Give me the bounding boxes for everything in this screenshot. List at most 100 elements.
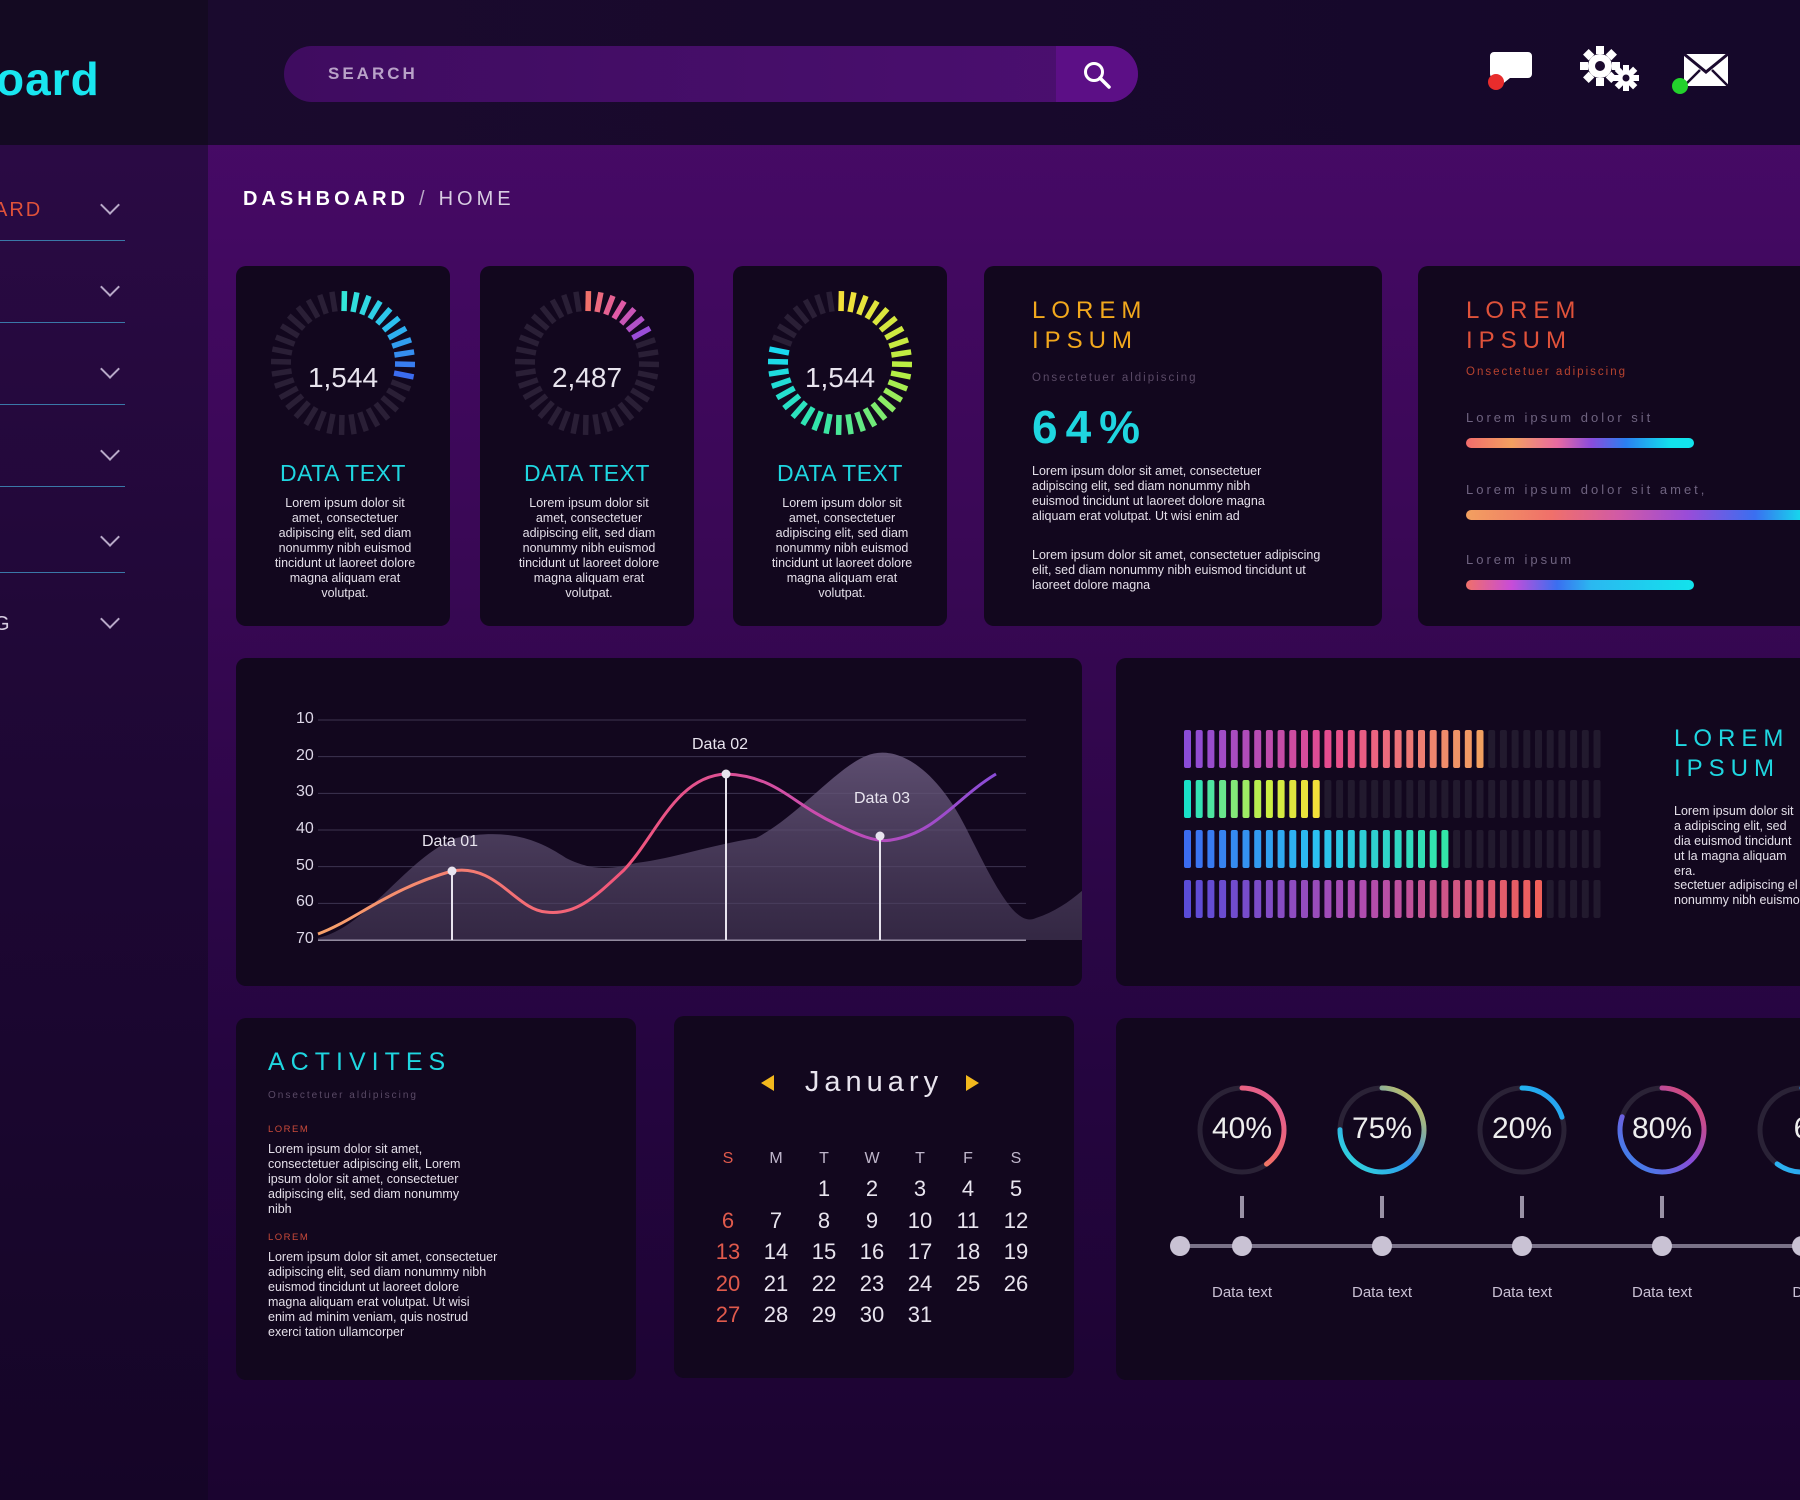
equalizer-bar-filled bbox=[1312, 830, 1320, 868]
equalizer-bar-empty bbox=[1488, 730, 1496, 768]
weekday-header: S bbox=[722, 1150, 734, 1167]
calendar-day[interactable]: 17 bbox=[907, 1239, 933, 1264]
next-month-button[interactable] bbox=[964, 1074, 980, 1092]
calendar-day[interactable]: 4 bbox=[961, 1176, 975, 1201]
calendar-day[interactable]: 12 bbox=[1003, 1207, 1029, 1233]
calendar-day[interactable]: 31 bbox=[907, 1302, 933, 1327]
settings-button[interactable] bbox=[1578, 44, 1642, 94]
gauge-segment-empty bbox=[329, 291, 338, 313]
gauge-segment-filled bbox=[768, 368, 790, 377]
timeline-node bbox=[1792, 1236, 1800, 1256]
weekday-header: M bbox=[769, 1150, 783, 1167]
stat-card-paragraph-1: Lorem ipsum dolor sit amet, consectetuer… bbox=[1032, 464, 1265, 523]
equalizer-bar-filled bbox=[1312, 880, 1320, 918]
calendar-day[interactable]: 25 bbox=[955, 1270, 981, 1296]
equalizer-bar-filled bbox=[1265, 830, 1273, 868]
calendar-day[interactable]: 28 bbox=[763, 1302, 789, 1327]
equalizer-bar-filled bbox=[1301, 880, 1308, 918]
chat-button[interactable] bbox=[1488, 50, 1534, 92]
gauge-title: DATA TEXT bbox=[524, 460, 650, 486]
calendar-day[interactable]: 2 bbox=[865, 1176, 879, 1201]
calendar-day[interactable]: 26 bbox=[1003, 1270, 1029, 1296]
sidebar-item-1[interactable]: ARD bbox=[0, 158, 125, 241]
sidebar-item-2[interactable] bbox=[0, 240, 125, 323]
calendar-day[interactable]: 10 bbox=[907, 1207, 933, 1233]
equalizer-bar-filled bbox=[1418, 830, 1425, 868]
calendar-day[interactable]: 7 bbox=[769, 1207, 783, 1233]
timeline-svg bbox=[1170, 1085, 1800, 1256]
equalizer-bar-filled bbox=[1441, 880, 1449, 918]
equalizer-bar-filled bbox=[1277, 780, 1285, 818]
calendar-day[interactable]: 6 bbox=[721, 1207, 735, 1233]
calendar-day[interactable]: 20 bbox=[715, 1270, 741, 1296]
calendar-day[interactable]: 3 bbox=[913, 1176, 927, 1201]
calendar-day[interactable]: 27 bbox=[715, 1302, 741, 1327]
logo-area: oard bbox=[0, 0, 208, 145]
gauge-description: Lorem ipsum dolor sit amet, consectetuer… bbox=[771, 496, 913, 600]
search-input[interactable]: SEARCH bbox=[328, 64, 418, 83]
equalizer-bar-empty bbox=[1558, 830, 1566, 868]
calendar-day[interactable]: 5 bbox=[1009, 1176, 1023, 1201]
calendar-day[interactable]: 29 bbox=[811, 1302, 837, 1327]
calendar-day[interactable]: 24 bbox=[907, 1270, 933, 1296]
calendar-day[interactable]: 15 bbox=[811, 1239, 837, 1264]
calendar-day[interactable]: 14 bbox=[763, 1239, 789, 1264]
calendar-day[interactable]: 16 bbox=[859, 1239, 885, 1264]
calendar-day[interactable]: 21 bbox=[763, 1270, 789, 1296]
calendar-day[interactable]: 22 bbox=[811, 1270, 837, 1296]
progress-label-2: Lorem ipsum dolor sit amet, bbox=[1466, 482, 1708, 497]
equalizer-bar-filled bbox=[1382, 730, 1390, 768]
equalizer-bar-filled bbox=[1289, 780, 1297, 818]
calendar-day[interactable]: 1 bbox=[817, 1176, 831, 1201]
calendar-day[interactable]: 11 bbox=[956, 1207, 980, 1233]
sidebar-item-5[interactable] bbox=[0, 490, 125, 573]
data-callout-label: Data 03 bbox=[854, 790, 911, 807]
gauge-segment-empty bbox=[279, 323, 300, 339]
equalizer-bar-empty bbox=[1324, 780, 1332, 818]
prev-month-button[interactable] bbox=[760, 1074, 776, 1092]
calendar-month: January bbox=[804, 1066, 944, 1098]
equalizer-bar-empty bbox=[1570, 880, 1578, 918]
calendar-day[interactable]: 30 bbox=[859, 1302, 885, 1327]
gauge-segment-empty bbox=[278, 385, 299, 401]
breadcrumb-page: HOME bbox=[438, 188, 515, 210]
calendar-day[interactable]: 19 bbox=[1003, 1239, 1029, 1264]
equalizer-bar-filled bbox=[1184, 730, 1191, 768]
equalizer-bar-empty bbox=[1336, 780, 1344, 818]
app-logo: oard bbox=[0, 53, 100, 105]
search-bar[interactable]: SEARCH bbox=[284, 46, 1138, 102]
equalizer-bar-empty bbox=[1464, 830, 1472, 868]
arrow-left-icon bbox=[761, 1075, 774, 1091]
calendar-day[interactable]: 23 bbox=[859, 1270, 885, 1296]
equalizer-bar-filled bbox=[1429, 830, 1437, 868]
equalizer-bar-empty bbox=[1453, 780, 1461, 818]
equalizer-bar-filled bbox=[1207, 730, 1215, 768]
gauge-segment-empty bbox=[365, 407, 381, 428]
calendar-day[interactable]: 9 bbox=[865, 1207, 879, 1233]
equalizer-bar-empty bbox=[1453, 830, 1461, 868]
bar-equalizer bbox=[1184, 730, 1601, 918]
equalizer-card: LOREM IPSUM Lorem ipsum dolor sit a adip… bbox=[1116, 658, 1800, 986]
breadcrumb: DASHBOARD / HOME bbox=[243, 188, 515, 211]
equalizer-bar-empty bbox=[1558, 880, 1566, 918]
equalizer-bar-empty bbox=[1476, 780, 1484, 818]
sidebar-item-6[interactable]: G bbox=[0, 572, 125, 654]
calendar-day[interactable]: 18 bbox=[955, 1239, 981, 1264]
breadcrumb-section[interactable]: DASHBOARD bbox=[243, 188, 409, 210]
equalizer-bar-filled bbox=[1359, 830, 1367, 868]
percent-rings-card: 40% Data text 75% Data text 20% Data text 80% D… bbox=[1116, 1018, 1800, 1380]
calendar-day[interactable]: 8 bbox=[817, 1207, 831, 1233]
calendar-day[interactable]: 13 bbox=[715, 1239, 741, 1264]
gauge-segment-filled bbox=[888, 337, 910, 349]
equalizer-bar-empty bbox=[1476, 830, 1484, 868]
search-button[interactable] bbox=[1056, 46, 1138, 102]
equalizer-bar-empty bbox=[1511, 780, 1519, 818]
equalizer-bar-filled bbox=[1195, 730, 1203, 768]
sidebar-item-label: ARD bbox=[0, 199, 43, 221]
equalizer-paragraph-2: sectetuer adipiscing el nonummy nibh eui… bbox=[1674, 878, 1800, 907]
sidebar-item-3[interactable] bbox=[0, 322, 125, 405]
mail-button[interactable] bbox=[1670, 52, 1730, 98]
sidebar-item-4[interactable] bbox=[0, 404, 125, 487]
gauge-segment-filled bbox=[359, 294, 372, 316]
radial-gauge bbox=[270, 290, 416, 436]
